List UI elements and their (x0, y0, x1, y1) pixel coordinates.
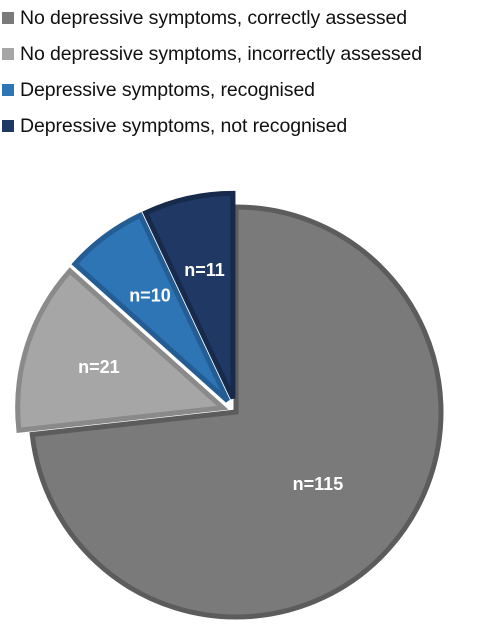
legend-label: No depressive symptoms, correctly assess… (20, 6, 408, 29)
legend-swatch (2, 12, 14, 24)
pie-slice-3 (71, 211, 230, 403)
pie-slice-2 (15, 267, 229, 434)
legend-item-recognised: Depressive symptoms, recognised (2, 72, 484, 108)
pie-slices (15, 190, 444, 620)
slice-data-label: n=11 (184, 260, 225, 280)
pie-slice-4 (142, 190, 236, 400)
pie-slice-1 (29, 204, 444, 620)
legend-label: Depressive symptoms, recognised (20, 78, 315, 101)
chart-legend: No depressive symptoms, correctly assess… (2, 0, 484, 144)
slice-data-label: n=10 (129, 285, 171, 305)
legend-item-not-recognised: Depressive symptoms, not recognised (2, 108, 484, 144)
legend-swatch (2, 120, 14, 132)
slice-data-label: n=115 (293, 474, 344, 494)
pie-labels: n=115 n=21 n=10 n=11 (78, 260, 343, 494)
legend-swatch (2, 48, 14, 60)
legend-item-incorrectly-assessed: No depressive symptoms, incorrectly asse… (2, 36, 484, 72)
legend-label: Depressive symptoms, not recognised (20, 114, 348, 137)
legend-swatch (2, 84, 14, 96)
legend-item-correctly-assessed: No depressive symptoms, correctly assess… (2, 0, 484, 36)
slice-data-label: n=21 (78, 357, 120, 377)
legend-label: No depressive symptoms, incorrectly asse… (20, 42, 422, 65)
